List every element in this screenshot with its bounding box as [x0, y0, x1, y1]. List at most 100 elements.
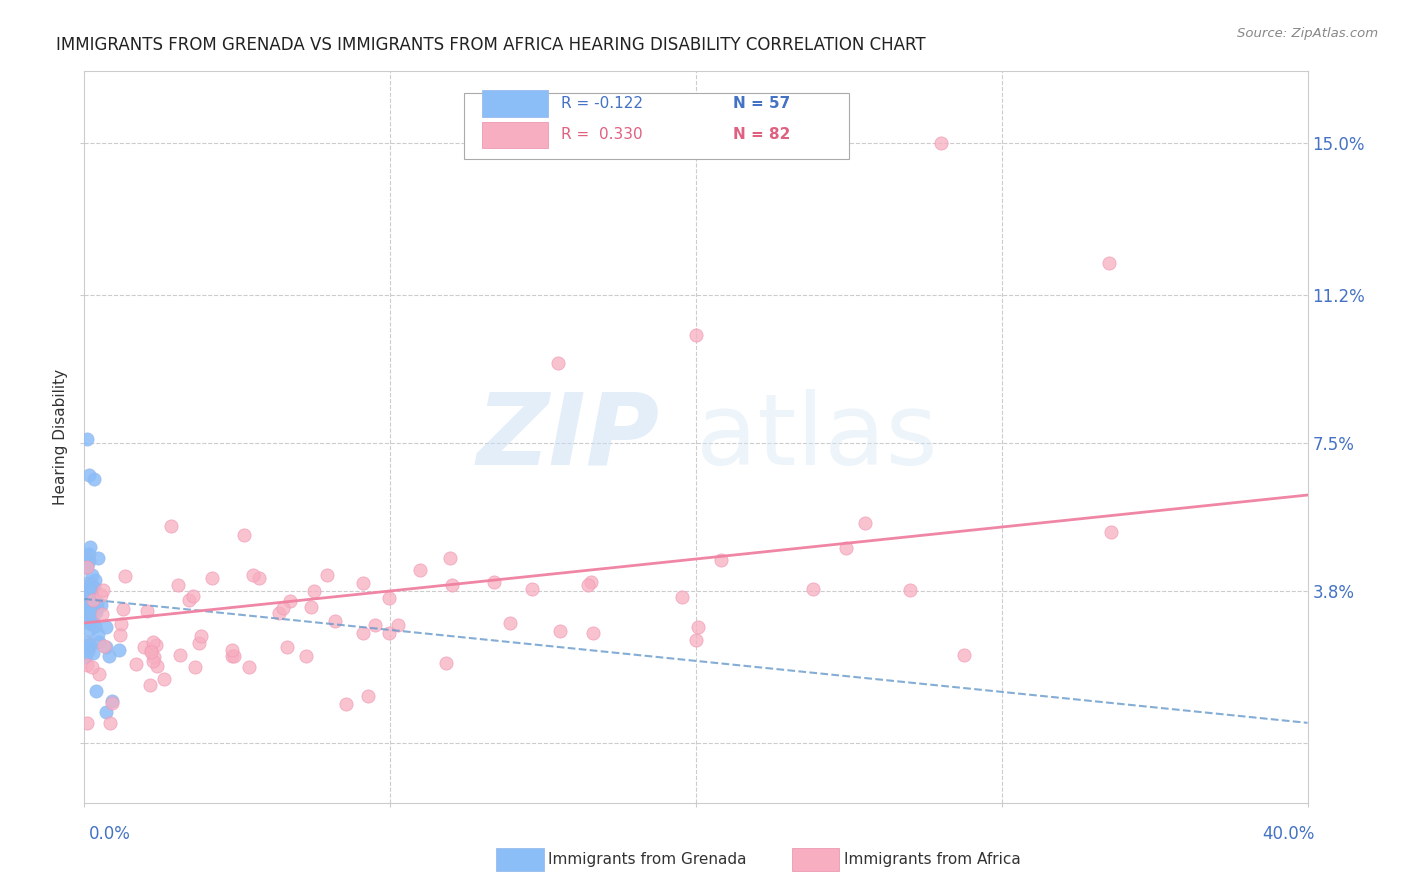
Point — [75, 609, 97, 624]
Point — [75, 590, 97, 604]
Point — [101, 693, 124, 707]
Point — [76, 559, 98, 574]
Point — [181, 589, 204, 603]
Point — [145, 638, 167, 652]
Point — [75, 588, 97, 602]
Point — [96, 705, 118, 719]
Point — [82, 647, 104, 661]
Point — [294, 649, 316, 664]
Point — [224, 649, 246, 664]
Point — [325, 615, 347, 629]
Text: Immigrants from Africa: Immigrants from Africa — [844, 853, 1021, 867]
Point — [79, 582, 101, 596]
Point — [357, 689, 380, 703]
Point — [80, 582, 103, 597]
Point — [76, 432, 98, 446]
Point — [110, 617, 132, 632]
Point — [522, 582, 544, 597]
Point — [75, 560, 97, 574]
Point — [685, 633, 707, 648]
Point — [75, 613, 97, 627]
Point — [582, 626, 605, 640]
Point — [90, 607, 112, 622]
Text: N = 82: N = 82 — [733, 128, 790, 143]
Point — [80, 591, 103, 606]
Point — [233, 527, 256, 541]
Point — [409, 563, 432, 577]
Point — [139, 643, 162, 657]
Point — [76, 658, 98, 673]
Point — [77, 599, 100, 613]
Point — [79, 578, 101, 592]
Point — [316, 568, 339, 582]
Point — [111, 601, 134, 615]
Point — [378, 625, 401, 640]
Point — [184, 660, 207, 674]
Point — [276, 640, 298, 654]
Point — [94, 640, 117, 654]
Point — [80, 599, 103, 613]
Point — [79, 638, 101, 652]
Point — [576, 578, 599, 592]
Point — [93, 639, 115, 653]
Point — [79, 639, 101, 653]
Point — [87, 627, 110, 641]
Point — [299, 600, 322, 615]
Point — [77, 644, 100, 658]
Text: N = 57: N = 57 — [733, 96, 790, 111]
Point — [953, 648, 976, 662]
Point — [139, 645, 162, 659]
Point — [76, 615, 98, 629]
Point — [548, 624, 571, 639]
Point — [352, 576, 374, 591]
Point — [441, 578, 464, 592]
Point — [200, 571, 222, 585]
Point — [710, 553, 733, 567]
Point — [801, 582, 824, 597]
Point — [84, 684, 107, 698]
Point — [484, 575, 506, 590]
Point — [142, 650, 165, 665]
Point — [579, 574, 602, 589]
Point — [80, 576, 103, 591]
Point — [378, 591, 401, 606]
FancyBboxPatch shape — [482, 90, 548, 117]
Point — [335, 697, 357, 711]
Point — [139, 678, 162, 692]
Point — [77, 624, 100, 638]
Point — [87, 667, 110, 681]
Point — [238, 660, 260, 674]
Point — [187, 636, 209, 650]
Point — [89, 635, 111, 649]
Point — [267, 606, 290, 620]
Point — [221, 643, 243, 657]
Text: 40.0%: 40.0% — [1263, 825, 1315, 843]
Point — [82, 660, 104, 674]
Point — [134, 640, 156, 654]
Point — [77, 640, 100, 654]
Point — [87, 550, 110, 565]
Text: 0.0%: 0.0% — [89, 825, 131, 843]
Point — [80, 605, 103, 619]
FancyBboxPatch shape — [482, 122, 548, 148]
Point — [142, 635, 165, 649]
Point — [1099, 524, 1122, 539]
Point — [136, 604, 159, 618]
Point — [1098, 256, 1121, 270]
Text: R = -0.122: R = -0.122 — [561, 96, 644, 111]
Point — [84, 606, 107, 620]
Point — [79, 596, 101, 610]
Point — [76, 592, 98, 607]
Point — [160, 518, 183, 533]
Point — [177, 593, 200, 607]
Text: R =  0.330: R = 0.330 — [561, 128, 643, 143]
Point — [83, 472, 105, 486]
Point — [125, 657, 148, 671]
Point — [364, 618, 387, 632]
Point — [76, 576, 98, 591]
Point — [547, 356, 569, 370]
Point — [83, 573, 105, 587]
Point — [79, 637, 101, 651]
Point — [146, 659, 169, 673]
Point — [242, 568, 264, 582]
